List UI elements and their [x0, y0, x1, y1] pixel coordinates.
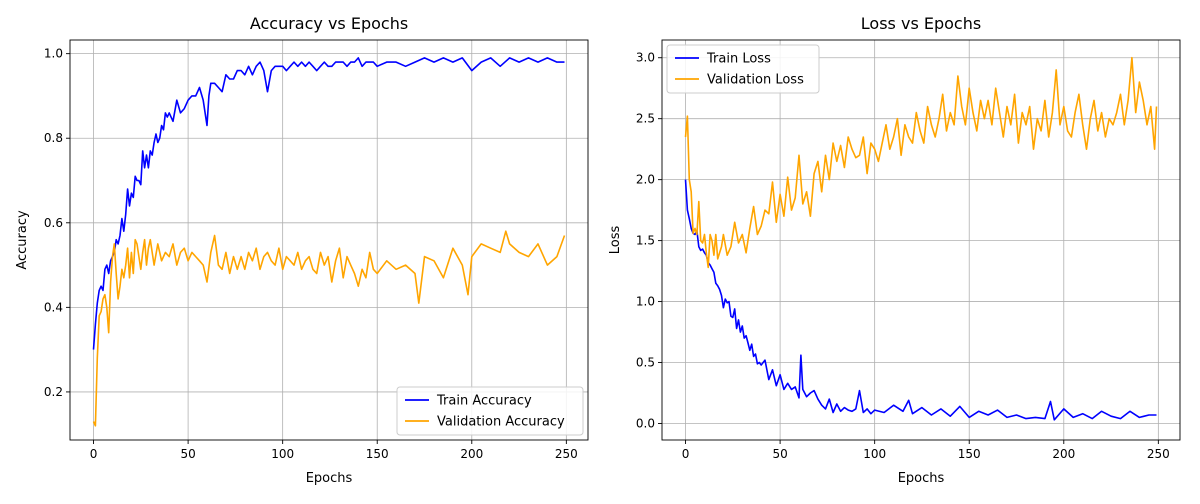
y-tick-label: 1.0	[636, 295, 655, 309]
legend: Train Accuracy Validation Accuracy	[396, 386, 584, 436]
series-line-0	[684, 179, 1157, 421]
y-tick-label: 1.0	[44, 47, 63, 61]
legend-label: Validation Accuracy	[437, 415, 565, 430]
plot-frame	[69, 39, 589, 441]
y-axis-label: Accuracy	[15, 210, 30, 270]
chart-title: Accuracy vs Epochs	[250, 14, 408, 33]
y-tick-label: 2.5	[636, 112, 655, 126]
accuracy-chart: Accuracy vs Epochs Epochs Accuracy 0 50 10…	[15, 14, 589, 486]
x-tick-label: 200	[1052, 447, 1075, 461]
legend-box	[666, 44, 820, 94]
y-tick-label: 1.5	[636, 234, 655, 248]
legend: Train Loss Validation Loss	[666, 44, 820, 94]
x-tick-label: 150	[958, 447, 981, 461]
series-line-0	[92, 57, 565, 350]
legend-box	[396, 386, 584, 436]
y-axis-label: Loss	[608, 226, 623, 255]
legend-label: Train Accuracy	[436, 394, 532, 409]
x-tick-label: 250	[1147, 447, 1170, 461]
x-axis-label: Epochs	[898, 471, 945, 486]
loss-chart: Loss vs Epochs Epochs Loss 0 50 100 150 200 2…	[608, 14, 1181, 486]
x-tick-label: 250	[555, 447, 578, 461]
series-line-1	[684, 56, 1158, 269]
x-tick-label: 100	[863, 447, 886, 461]
y-tick-label: 3.0	[636, 51, 655, 65]
y-tick-label: 0.4	[44, 300, 63, 314]
legend-label: Validation Loss	[707, 73, 804, 88]
chart-title: Loss vs Epochs	[861, 14, 981, 33]
x-tick-label: 50	[180, 447, 195, 461]
y-tick-label: 0.5	[636, 356, 655, 370]
x-tick-label: 100	[271, 447, 294, 461]
x-tick-label: 200	[460, 447, 483, 461]
x-tick-label: 150	[366, 447, 389, 461]
y-tick-label: 0.6	[44, 216, 63, 230]
plot-frame	[661, 39, 1181, 441]
x-tick-label: 0	[682, 447, 690, 461]
y-tick-label: 0.0	[636, 416, 655, 430]
y-tick-label: 0.2	[44, 385, 63, 399]
series-line-1	[92, 230, 566, 427]
x-tick-label: 0	[90, 447, 98, 461]
y-tick-label: 0.8	[44, 131, 63, 145]
legend-label: Train Loss	[706, 52, 771, 67]
y-tick-label: 2.0	[636, 173, 655, 187]
x-axis-label: Epochs	[306, 471, 353, 486]
x-tick-label: 50	[772, 447, 787, 461]
